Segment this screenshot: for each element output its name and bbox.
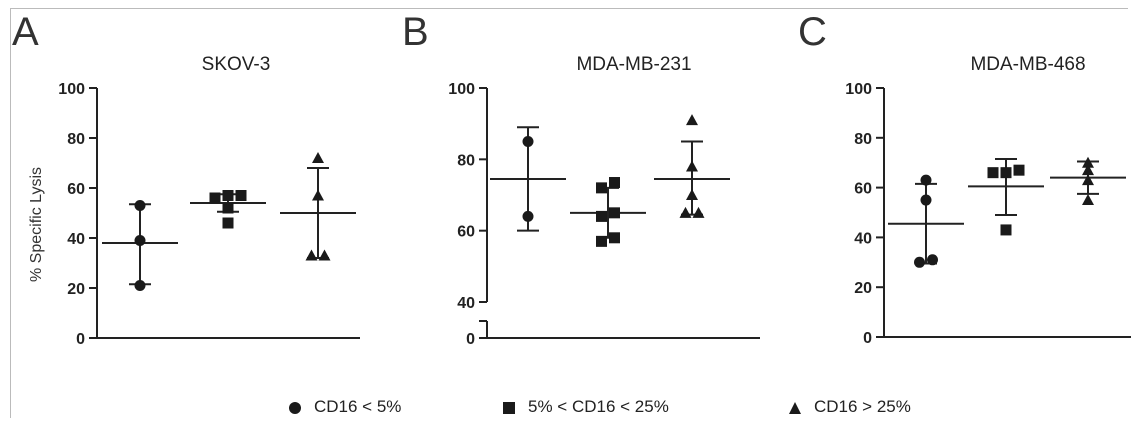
data-point-square	[596, 235, 607, 247]
data-point-square	[987, 167, 999, 179]
panel-letter-a: A	[12, 10, 39, 54]
y-tick-label: 0	[863, 330, 872, 347]
y-tick-label: 60	[67, 181, 85, 198]
data-point-circle	[927, 254, 938, 266]
data-point-triangle	[312, 152, 324, 163]
chart-svg-c: 0 20 40 60 80 100	[845, 81, 1131, 347]
legend-label: 5% < CD16 < 25%	[528, 397, 669, 416]
data-point-circle	[522, 136, 534, 147]
data-point-triangle	[312, 189, 324, 201]
y-tick-label: 100	[58, 81, 85, 98]
legend-item-circle: CD16 < 5%	[288, 397, 401, 417]
data-point-square	[1000, 224, 1012, 236]
legend-label: CD16 < 5%	[314, 397, 402, 416]
data-point-triangle	[1082, 164, 1094, 176]
panel-c: C MDA-MB-468 0 20 40 60 80 100	[790, 0, 1131, 390]
data-point-square	[222, 202, 234, 214]
data-point-triangle	[1082, 156, 1094, 168]
y-tick-label: 0	[466, 331, 475, 348]
data-point-triangle	[1082, 174, 1094, 186]
data-point-square	[609, 207, 620, 219]
panel-title-a: SKOV-3	[201, 54, 271, 75]
y-tick-label: 100	[845, 81, 872, 98]
data-point-triangle	[686, 114, 698, 126]
data-point-triangle	[305, 249, 318, 261]
y-tick-label: 20	[67, 281, 85, 298]
panel-letter-b: B	[402, 10, 429, 54]
data-point-square	[235, 190, 247, 201]
panel-letter-c: C	[798, 10, 827, 54]
figure-frame	[10, 8, 1128, 418]
data-point-square	[609, 232, 620, 244]
data-point-square	[1000, 167, 1012, 179]
data-point-circle	[914, 256, 925, 268]
data-point-square	[1013, 164, 1025, 176]
data-point-square	[596, 182, 607, 194]
y-tick-label: 40	[67, 231, 85, 248]
data-point-circle	[134, 200, 146, 211]
chart-svg-b: 0 40 60 80 100	[448, 81, 760, 348]
y-tick-label: 60	[457, 224, 475, 241]
panel-b: B MDA-MB-231 0 40 60 80 100	[400, 0, 777, 390]
y-tick-label: 0	[76, 331, 85, 348]
y-tick-label: 40	[854, 230, 872, 247]
y-tick-label: 80	[67, 131, 85, 148]
y-tick-label: 80	[457, 152, 475, 169]
data-point-circle	[134, 280, 146, 291]
legend-square-marker	[503, 401, 515, 414]
data-point-circle	[522, 210, 534, 222]
panel-title-c: MDA-MB-468	[970, 54, 1086, 75]
data-point-circle	[920, 174, 932, 186]
legend-item-triangle: CD16 > 25%	[788, 397, 911, 417]
panel-title-b: MDA-MB-231	[576, 54, 692, 75]
data-point-square	[222, 190, 234, 201]
panel-a: A SKOV-3 % Specific Lysis 0 20 40 60 80 100	[0, 0, 377, 390]
legend: CD16 < 5% 5% < CD16 < 25% CD16 > 25%	[0, 393, 1131, 423]
legend-triangle-marker	[789, 401, 801, 414]
data-point-triangle	[1082, 194, 1094, 206]
data-point-square	[609, 177, 620, 189]
y-tick-label: 60	[854, 181, 872, 198]
data-point-triangle	[318, 249, 331, 261]
data-point-triangle	[686, 189, 698, 200]
legend-item-square: 5% < CD16 < 25%	[502, 397, 669, 417]
data-point-square	[596, 210, 607, 222]
y-tick-label: 40	[457, 295, 475, 312]
data-point-circle	[134, 235, 146, 246]
data-point-triangle	[692, 206, 705, 218]
y-tick-label: 20	[854, 280, 872, 297]
data-point-triangle	[679, 206, 692, 218]
y-tick-label: 100	[448, 81, 475, 98]
data-point-circle	[920, 194, 932, 206]
legend-label: CD16 > 25%	[814, 397, 911, 416]
legend-circle-marker	[289, 401, 301, 414]
data-point-triangle	[686, 160, 698, 172]
chart-svg-a: 0 20 40 60 80 100	[58, 81, 360, 348]
data-point-square	[222, 217, 234, 229]
data-point-square	[209, 192, 221, 204]
y-tick-label: 80	[854, 131, 872, 148]
